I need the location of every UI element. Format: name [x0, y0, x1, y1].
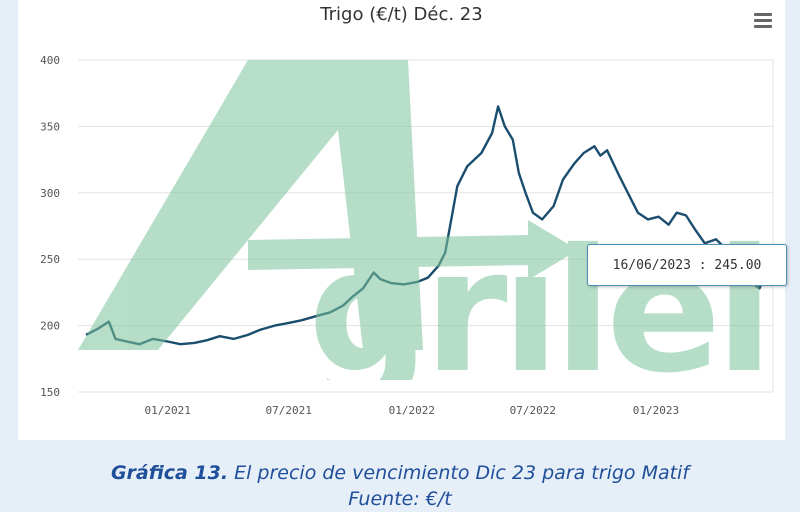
hamburger-menu-icon[interactable]	[750, 10, 776, 32]
caption-text: El precio de vencimiento Dic 23 para tri…	[228, 462, 690, 484]
y-tick-label: 200	[40, 320, 60, 333]
y-tick-label: 150	[40, 386, 60, 399]
x-tick-label: 01/2023	[633, 404, 679, 417]
chart-svg: 150 200 250 300 350 400 01/2021 07/2021 01/2022…	[40, 54, 774, 417]
price-series-line	[85, 105, 769, 346]
chart-card: 150 200 250 300 350 400 01/2021 07/2021 01/2022…	[18, 0, 787, 440]
caption-label: Gráfica 13.	[110, 462, 229, 484]
x-tick-label: 01/2022	[389, 404, 435, 417]
y-tick-label: 250	[40, 253, 60, 266]
data-point-tooltip: 16/06/2023 : 245.00	[587, 244, 787, 286]
x-tick-label: 07/2022	[510, 404, 556, 417]
y-tick-label: 400	[40, 54, 60, 67]
chart-title: Trigo (€/t) Déc. 23	[320, 4, 483, 25]
x-tick-label: 01/2021	[144, 404, 190, 417]
x-tick-label: 07/2021	[266, 404, 312, 417]
y-tick-label: 350	[40, 120, 60, 133]
figure-caption: Gráfica 13. El precio de vencimiento Dic…	[0, 460, 800, 512]
caption-line-2: Fuente: €/t	[348, 488, 452, 510]
y-tick-label: 300	[40, 187, 60, 200]
